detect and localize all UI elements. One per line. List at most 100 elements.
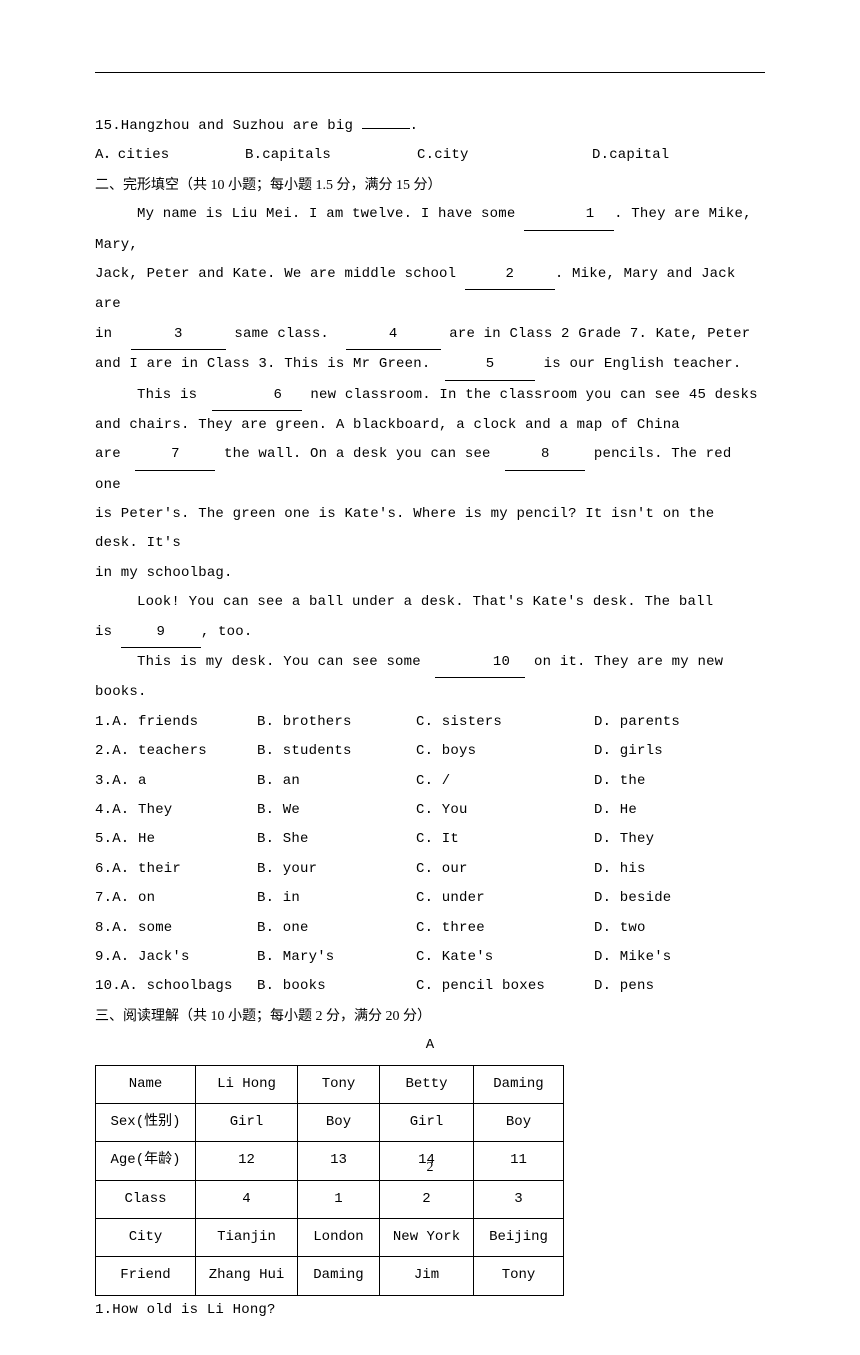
page-content: 15.Hangzhou and Suzhou are big . A．citie… bbox=[0, 0, 860, 1355]
cloze-opt-c: C. our bbox=[416, 855, 594, 884]
cloze-opt-d: D. the bbox=[594, 767, 765, 796]
blank-7: 7 bbox=[135, 440, 215, 470]
page-number: 2 bbox=[0, 1160, 860, 1176]
table-cell: Li Hong bbox=[196, 1065, 298, 1103]
reading-table: Name Li Hong Tony Betty Daming Sex(性别) Gi… bbox=[95, 1065, 564, 1296]
cloze-option-row: 4.A. TheyB. WeC. YouD. He bbox=[95, 796, 765, 825]
cloze-options-block: 1.A. friendsB. brothersC. sistersD. pare… bbox=[95, 708, 765, 1002]
cloze-option-row: 9.A. Jack'sB. Mary'sC. Kate'sD. Mike's bbox=[95, 943, 765, 972]
cloze-option-row: 2.A. teachersB. studentsC. boysD. girls bbox=[95, 737, 765, 766]
table-cell: City bbox=[96, 1219, 196, 1257]
cloze-option-row: 3.A. aB. anC. /D. the bbox=[95, 767, 765, 796]
blank-3: 3 bbox=[131, 320, 226, 350]
blank-6: 6 bbox=[212, 381, 302, 411]
table-row: CityTianjinLondonNew YorkBeijing bbox=[96, 1219, 564, 1257]
table-cell: Friend bbox=[96, 1257, 196, 1295]
cloze-option-row: 1.A. friendsB. brothersC. sistersD. pare… bbox=[95, 708, 765, 737]
table-cell: Tianjin bbox=[196, 1219, 298, 1257]
para-line: in my schoolbag. bbox=[95, 559, 765, 588]
table-cell: Girl bbox=[380, 1103, 474, 1141]
cloze-opt-b: B. one bbox=[257, 914, 416, 943]
table-cell: 4 bbox=[196, 1180, 298, 1218]
blank-10: 10 bbox=[435, 648, 525, 678]
cloze-opt-d: D. beside bbox=[594, 884, 765, 913]
para-line: My name is Liu Mei. I am twelve. I have … bbox=[95, 200, 765, 260]
cloze-opt-c: C. pencil boxes bbox=[416, 972, 594, 1001]
table-cell: Zhang Hui bbox=[196, 1257, 298, 1295]
blank-4: 4 bbox=[346, 320, 441, 350]
q15-opt-c: C.city bbox=[417, 141, 592, 170]
cloze-opt-d: D. parents bbox=[594, 708, 765, 737]
cloze-opt-a: 6.A. their bbox=[95, 855, 257, 884]
cloze-passage: My name is Liu Mei. I am twelve. I have … bbox=[95, 200, 765, 708]
q15-opt-a: A．cities bbox=[95, 141, 245, 170]
cloze-opt-a: 5.A. He bbox=[95, 825, 257, 854]
q15-options: A．cities B.capitals C.city D.capital bbox=[95, 141, 765, 170]
cloze-option-row: 10.A. schoolbagsB. booksC. pencil boxesD… bbox=[95, 972, 765, 1001]
cloze-opt-b: B. We bbox=[257, 796, 416, 825]
table-cell: Name bbox=[96, 1065, 196, 1103]
cloze-opt-b: B. Mary's bbox=[257, 943, 416, 972]
para-line: and I are in Class 3. This is Mr Green. … bbox=[95, 350, 765, 380]
q15-opt-d: D.capital bbox=[592, 141, 765, 170]
q15-opt-b: B.capitals bbox=[245, 141, 417, 170]
cloze-option-row: 5.A. HeB. SheC. ItD. They bbox=[95, 825, 765, 854]
table-cell: Daming bbox=[474, 1065, 564, 1103]
cloze-opt-a: 4.A. They bbox=[95, 796, 257, 825]
cloze-opt-b: B. She bbox=[257, 825, 416, 854]
cloze-opt-b: B. your bbox=[257, 855, 416, 884]
section2-title: 二、完形填空（共 10 小题；每小题 1.5 分，满分 15 分） bbox=[95, 171, 765, 200]
cloze-opt-c: C. sisters bbox=[416, 708, 594, 737]
cloze-opt-b: B. in bbox=[257, 884, 416, 913]
cloze-opt-d: D. pens bbox=[594, 972, 765, 1001]
cloze-opt-a: 3.A. a bbox=[95, 767, 257, 796]
table-row: Name Li Hong Tony Betty Daming bbox=[96, 1065, 564, 1103]
table-cell: 2 bbox=[380, 1180, 474, 1218]
para-line: and chairs. They are green. A blackboard… bbox=[95, 411, 765, 440]
table-row: Class4123 bbox=[96, 1180, 564, 1218]
para-line: are 7 the wall. On a desk you can see 8 … bbox=[95, 440, 765, 500]
para-line: is Peter's. The green one is Kate's. Whe… bbox=[95, 500, 765, 559]
q15-text-post: . bbox=[410, 118, 419, 134]
header-rule bbox=[95, 72, 765, 73]
table-cell: Tony bbox=[474, 1257, 564, 1295]
cloze-opt-c: C. under bbox=[416, 884, 594, 913]
reading-q1: 1.How old is Li Hong? bbox=[95, 1296, 765, 1325]
cloze-opt-b: B. brothers bbox=[257, 708, 416, 737]
cloze-opt-b: B. books bbox=[257, 972, 416, 1001]
cloze-option-row: 8.A. someB. oneC. threeD. two bbox=[95, 914, 765, 943]
cloze-opt-a: 2.A. teachers bbox=[95, 737, 257, 766]
cloze-opt-d: D. his bbox=[594, 855, 765, 884]
cloze-option-row: 7.A. onB. inC. underD. beside bbox=[95, 884, 765, 913]
para-line: is 9, too. bbox=[95, 618, 765, 648]
q15-line: 15.Hangzhou and Suzhou are big . bbox=[95, 112, 765, 141]
blank-2: 2 bbox=[465, 260, 555, 290]
table-cell: Boy bbox=[474, 1103, 564, 1141]
q15-text-pre: 15.Hangzhou and Suzhou are big bbox=[95, 118, 362, 134]
cloze-opt-c: C. You bbox=[416, 796, 594, 825]
cloze-opt-a: 1.A. friends bbox=[95, 708, 257, 737]
table-cell: London bbox=[298, 1219, 380, 1257]
table-cell: Beijing bbox=[474, 1219, 564, 1257]
cloze-opt-d: D. He bbox=[594, 796, 765, 825]
table-cell: Boy bbox=[298, 1103, 380, 1141]
cloze-opt-d: D. girls bbox=[594, 737, 765, 766]
table-cell: New York bbox=[380, 1219, 474, 1257]
table-cell: Daming bbox=[298, 1257, 380, 1295]
blank-1: 1 bbox=[524, 200, 614, 230]
cloze-opt-d: D. They bbox=[594, 825, 765, 854]
cloze-opt-d: D. two bbox=[594, 914, 765, 943]
cloze-option-row: 6.A. theirB. yourC. ourD. his bbox=[95, 855, 765, 884]
para-line: Look! You can see a ball under a desk. T… bbox=[95, 588, 765, 617]
cloze-opt-b: B. students bbox=[257, 737, 416, 766]
table-cell: Sex(性别) bbox=[96, 1103, 196, 1141]
cloze-opt-c: C. It bbox=[416, 825, 594, 854]
cloze-opt-d: D. Mike's bbox=[594, 943, 765, 972]
para-line: This is 6 new classroom. In the classroo… bbox=[95, 381, 765, 411]
cloze-opt-c: C. / bbox=[416, 767, 594, 796]
table-cell: Class bbox=[96, 1180, 196, 1218]
para-line: This is my desk. You can see some 10 on … bbox=[95, 648, 765, 708]
blank-8: 8 bbox=[505, 440, 585, 470]
cloze-opt-c: C. Kate's bbox=[416, 943, 594, 972]
cloze-opt-c: C. boys bbox=[416, 737, 594, 766]
